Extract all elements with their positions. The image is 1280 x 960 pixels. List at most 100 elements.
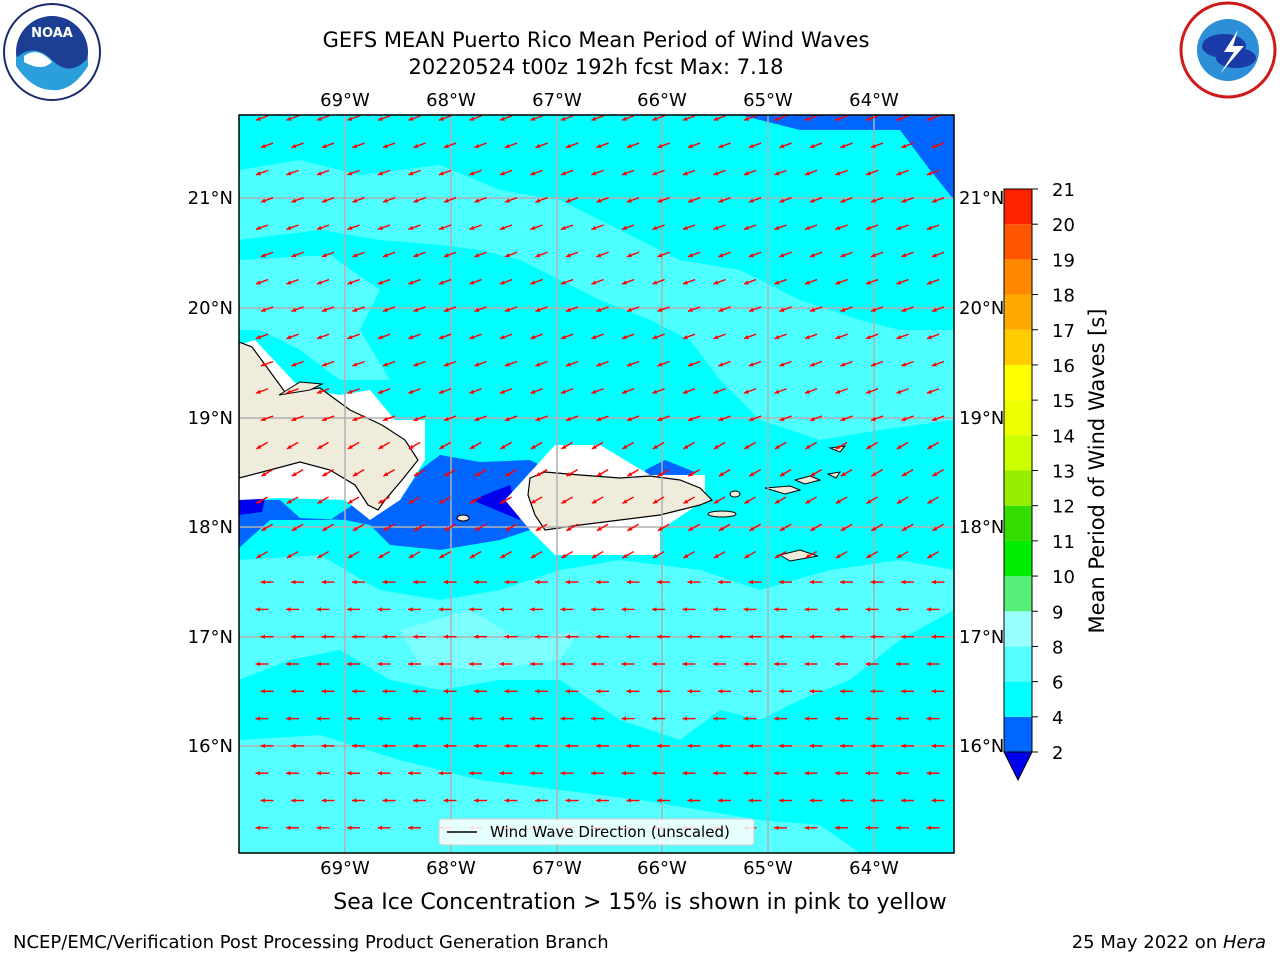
wind-arrow-head (505, 472, 511, 477)
wind-arrow-head (743, 661, 749, 667)
wind-arrow-head (870, 362, 876, 367)
wind-arrow-head (499, 771, 505, 776)
wind-arrow-head (413, 307, 419, 312)
wind-arrow-head (316, 661, 322, 667)
wind-arrow-head (896, 716, 901, 721)
wind-arrow-head (443, 198, 449, 203)
wind-arrow-head (591, 771, 596, 776)
sea-ice-note: Sea Ice Concentration > 15% is shown in … (333, 890, 947, 915)
wind-arrow (962, 143, 974, 147)
wind-arrow-head (499, 171, 505, 176)
wind-arrow-head (718, 634, 723, 639)
wind-arrow-head (352, 634, 357, 639)
wind-arrow-head (565, 253, 571, 258)
wind-arrow-head (438, 225, 444, 230)
wind-arrow-head (865, 716, 871, 721)
wind-arrow-head (469, 335, 475, 340)
wind-arrow-head (260, 634, 266, 639)
lon-label: 64°W (849, 858, 899, 879)
wind-arrow-head (957, 716, 962, 720)
wind-arrow-head (413, 634, 418, 639)
wind-arrow-head (591, 389, 597, 394)
wind-arrow-head (255, 825, 261, 830)
colorbar-tick-label: 13 (1052, 462, 1075, 483)
wind-arrow-head (352, 579, 357, 585)
wind-arrow (957, 334, 969, 338)
wind-arrow-head (896, 389, 902, 394)
wind-arrow-head (682, 716, 688, 721)
wind-arrow-head (443, 307, 449, 312)
wind-arrow-head (535, 198, 541, 203)
wind-arrow-head (687, 579, 693, 585)
wind-arrow-head (316, 225, 322, 230)
wind-arrow-head (474, 198, 480, 203)
wind-arrow-head (626, 634, 632, 639)
wind-arrow-head (865, 225, 871, 230)
wind-arrow-head (835, 389, 841, 394)
wind-arrow-head (438, 171, 444, 176)
wind-arrow-head (744, 444, 750, 449)
lat-label: 19°N (959, 408, 1004, 429)
wind-arrow-head (530, 771, 535, 776)
wind-arrow-head (352, 143, 358, 149)
lon-labels-bottom: 69°W 68°W 67°W 66°W 65°W 64°W (320, 858, 899, 879)
wind-arrow-head (744, 553, 750, 559)
wind-arrow-head (504, 362, 510, 367)
wind-arrow-head (657, 743, 662, 749)
wind-arrow-head (286, 716, 291, 721)
wind-arrow-head (596, 743, 601, 749)
wind-arrow (957, 389, 969, 393)
wind-arrow-head (560, 280, 566, 285)
wind-arrow-head (835, 499, 841, 504)
wind-arrow-head (321, 198, 327, 203)
wind-arrow-head (683, 499, 689, 504)
wind-arrow-head (535, 362, 541, 367)
wind-arrow-head (748, 634, 754, 639)
wind-arrow-head (347, 499, 353, 504)
wind-arrow-head (896, 499, 902, 504)
wind-arrow-head (316, 116, 322, 121)
wind-arrow-head (718, 798, 723, 803)
wind-arrow-head (469, 499, 475, 504)
colorbar-under-triangle (1003, 751, 1033, 782)
wind-arrow-head (627, 472, 633, 477)
wind-arrow-head (530, 389, 536, 394)
arrow-legend-label: Wind Wave Direction (unscaled) (490, 823, 730, 841)
wind-arrow-head (718, 307, 724, 312)
wind-arrow-head (718, 362, 724, 367)
wind-arrow-head (774, 607, 779, 612)
wind-arrow-head (931, 579, 937, 585)
wind-arrow-head (474, 743, 479, 749)
wind-arrow-head (835, 444, 841, 449)
wind-arrow-head (352, 198, 358, 203)
lon-labels-top: 69°W 68°W 67°W 66°W 65°W 64°W (320, 90, 899, 111)
lon-label: 67°W (532, 90, 582, 111)
wind-arrow-head (291, 416, 297, 422)
wind-arrow-head (657, 798, 662, 803)
wind-arrow-head (408, 607, 413, 612)
wind-arrow-head (596, 307, 602, 312)
wind-arrow-head (443, 743, 449, 749)
noaa-logo: NOAA (3, 3, 101, 101)
wind-arrow-head (865, 171, 871, 176)
wind-arrow-head (926, 280, 932, 285)
wind-arrow-head (748, 743, 754, 749)
wind-arrow-head (621, 171, 627, 176)
wind-arrow-head (743, 280, 749, 285)
wind-arrow-head (352, 416, 358, 422)
wind-arrow-head (840, 526, 846, 531)
wind-arrow-head (560, 335, 566, 340)
wind-arrow-head (931, 198, 937, 203)
wind-arrow-head (626, 689, 632, 694)
wind-arrow-head (865, 771, 871, 776)
wind-arrow-head (321, 579, 327, 585)
wind-arrow-head (718, 253, 724, 258)
wind-arrow (958, 497, 969, 504)
wind-arrow-head (687, 362, 693, 367)
wind-arrow-head (870, 307, 876, 312)
wind-arrow-head (931, 253, 937, 258)
wind-arrow-head (626, 798, 632, 803)
colorbar-tick-label: 20 (1052, 215, 1075, 236)
wind-arrow-head (413, 689, 418, 694)
lat-labels-left: 21°N 20°N 19°N 18°N 17°N 16°N (188, 188, 233, 757)
